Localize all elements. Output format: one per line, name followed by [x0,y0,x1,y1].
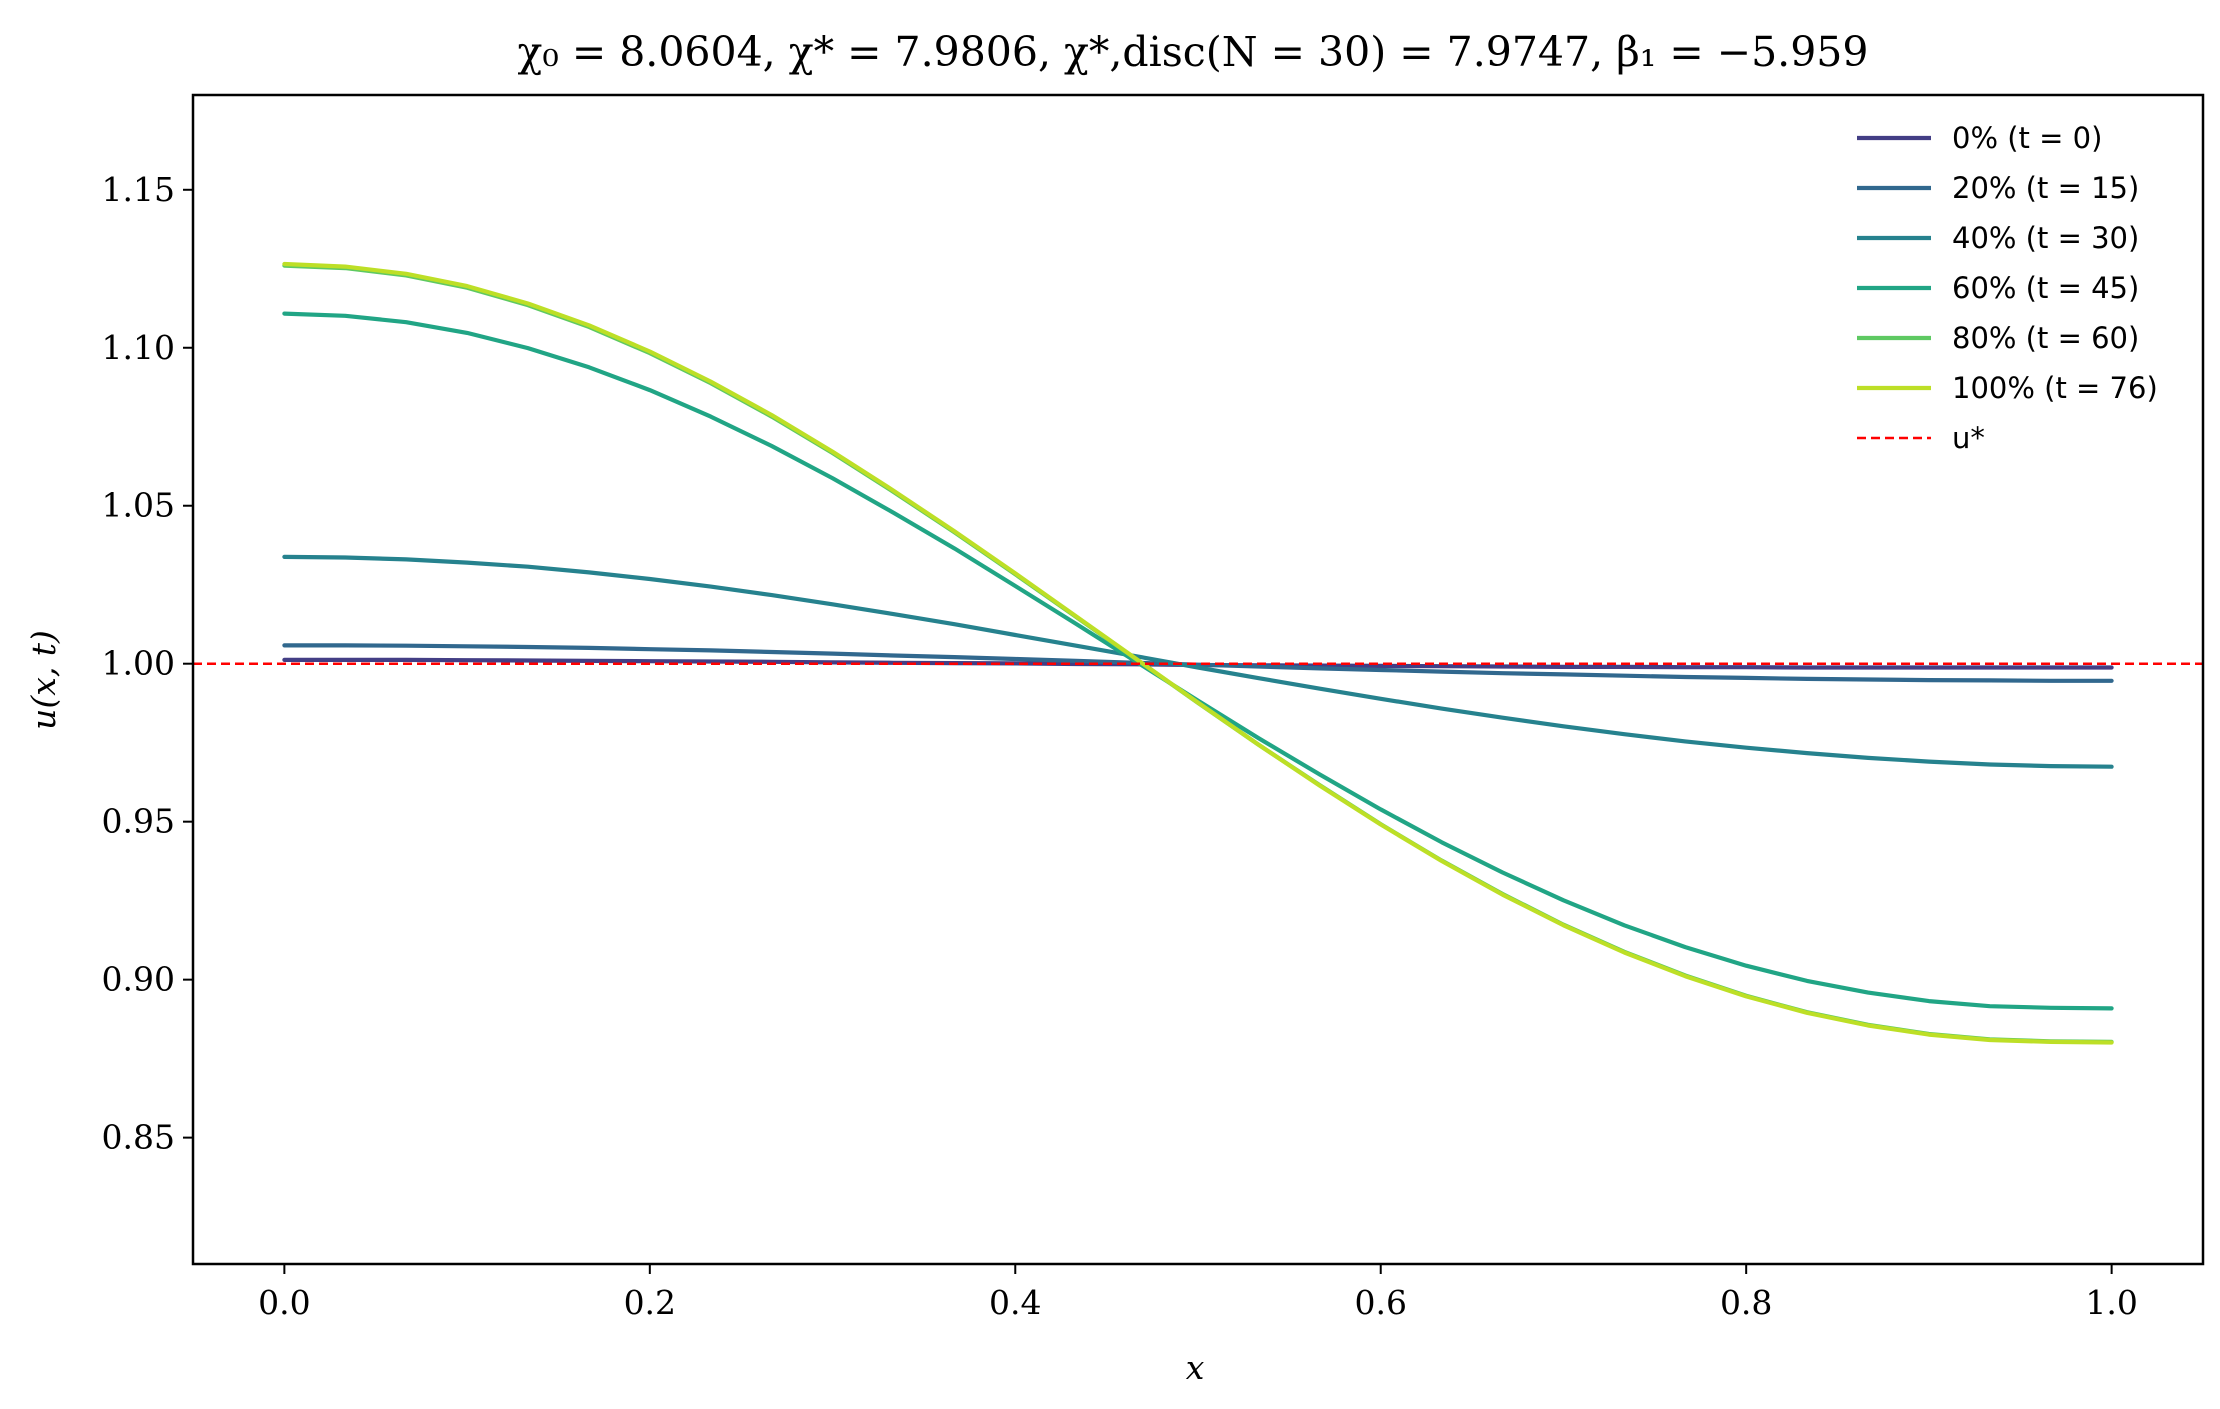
y-axis-label: u(x, t) [24,630,63,730]
y-tick-label: 0.95 [102,802,175,841]
series-line-5 [282,261,2114,1045]
x-tick-label: 1.0 [2085,1283,2137,1322]
legend: 0% (t = 0) 20% (t = 15) 40% (t = 30) 60% (t… [1857,121,2158,455]
plot-frame [191,93,2205,1266]
y-tick-label: 0.90 [102,960,175,999]
legend-label-2: 40% (t = 30) [1952,221,2139,255]
legend-label-5: 100% (t = 76) [1952,371,2158,405]
series-layer [282,261,2114,1045]
legend-label-3: 60% (t = 45) [1952,271,2139,305]
y-tick-label: 1.10 [102,328,175,367]
y-axis-ticks: 0.85 0.90 0.95 1.00 1.05 1.10 1.15 [102,170,193,1157]
x-tick-label: 0.0 [258,1283,310,1322]
y-tick-label: 1.05 [102,486,175,525]
x-tick-label: 0.6 [1354,1283,1406,1322]
x-tick-label: 0.8 [1720,1283,1772,1322]
series-line-1 [282,643,2114,683]
legend-label-4: 80% (t = 60) [1952,321,2139,355]
x-axis-ticks: 0.0 0.2 0.4 0.6 0.8 1.0 [258,1264,2138,1322]
legend-label-0: 0% (t = 0) [1952,121,2102,155]
x-tick-label: 0.4 [989,1283,1041,1322]
x-tick-label: 0.2 [624,1283,676,1322]
legend-label-1: 20% (t = 15) [1952,171,2139,205]
x-axis-label: x [1186,1348,1205,1387]
y-tick-label: 1.00 [102,644,175,683]
y-tick-label: 0.85 [102,1118,175,1157]
series-line-2 [282,554,2114,769]
chart-title: χ₀ = 8.0604, χ* = 7.9806, χ*,disc(N = 30… [518,28,1869,76]
series-line-4 [282,263,2114,1045]
legend-label-6: u* [1952,421,1985,455]
y-tick-label: 1.15 [102,170,175,209]
